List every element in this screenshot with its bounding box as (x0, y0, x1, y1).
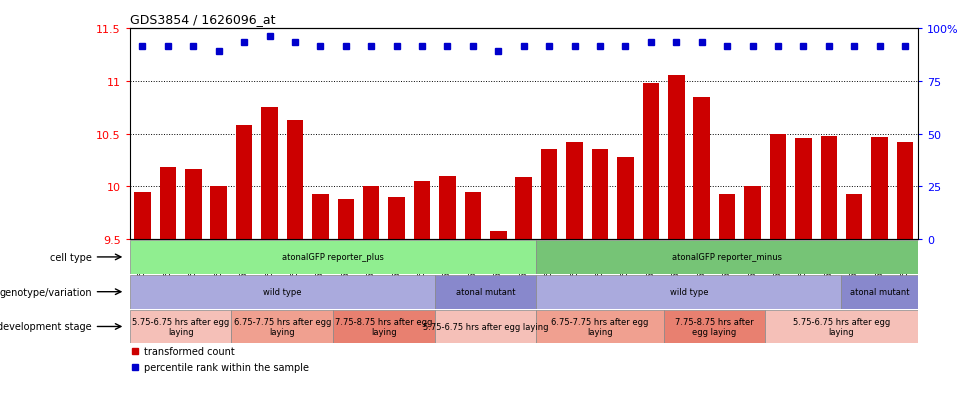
Bar (235, 126, 253, 240)
Bar (592, 150, 608, 240)
Bar (663, 310, 765, 344)
Bar (185, 170, 202, 240)
Bar (795, 138, 812, 240)
Bar (210, 187, 227, 240)
Text: development stage: development stage (0, 322, 92, 332)
Text: atonalGFP reporter_plus: atonalGFP reporter_plus (283, 253, 384, 262)
Bar (617, 157, 633, 240)
Bar (770, 134, 786, 240)
Text: 6.75-7.75 hrs after egg
laying: 6.75-7.75 hrs after egg laying (234, 317, 331, 336)
Text: GDS3854 / 1626096_at: GDS3854 / 1626096_at (130, 13, 275, 26)
Bar (694, 97, 710, 240)
Bar (465, 192, 481, 240)
Bar (872, 138, 888, 240)
Bar (414, 182, 431, 240)
Bar (643, 84, 659, 240)
Text: atonal mutant: atonal mutant (850, 287, 909, 297)
Bar (333, 310, 434, 344)
Text: 5.75-6.75 hrs after egg laying: 5.75-6.75 hrs after egg laying (423, 322, 549, 331)
Bar (515, 178, 532, 240)
Bar (232, 310, 333, 344)
Bar (337, 199, 354, 240)
Bar (160, 168, 176, 240)
Text: 7.75-8.75 hrs after egg
laying: 7.75-8.75 hrs after egg laying (335, 317, 432, 336)
Text: transformed count: transformed count (144, 346, 234, 356)
Bar (744, 187, 761, 240)
Text: percentile rank within the sample: percentile rank within the sample (144, 362, 309, 372)
Bar (130, 240, 536, 274)
Bar (541, 150, 557, 240)
Bar (719, 194, 735, 240)
Bar (846, 194, 862, 240)
Bar (434, 310, 536, 344)
Text: 5.75-6.75 hrs after egg
laying: 5.75-6.75 hrs after egg laying (793, 317, 890, 336)
Text: wild type: wild type (670, 287, 708, 297)
Bar (490, 231, 506, 240)
Bar (312, 194, 329, 240)
Bar (566, 142, 582, 240)
Bar (434, 275, 536, 309)
Bar (135, 192, 151, 240)
Bar (765, 310, 918, 344)
Bar (363, 187, 380, 240)
Bar (536, 240, 918, 274)
Bar (821, 136, 837, 240)
Text: 7.75-8.75 hrs after
egg laying: 7.75-8.75 hrs after egg laying (675, 317, 753, 336)
Bar (388, 197, 405, 240)
Text: atonalGFP reporter_minus: atonalGFP reporter_minus (672, 253, 782, 262)
Bar (842, 275, 918, 309)
Bar (130, 275, 434, 309)
Text: wild type: wild type (263, 287, 302, 297)
Bar (897, 142, 913, 240)
Text: cell type: cell type (50, 252, 92, 262)
Text: 6.75-7.75 hrs after egg
laying: 6.75-7.75 hrs after egg laying (552, 317, 649, 336)
Bar (286, 121, 304, 240)
Text: atonal mutant: atonal mutant (456, 287, 515, 297)
Bar (261, 108, 278, 240)
Text: 5.75-6.75 hrs after egg
laying: 5.75-6.75 hrs after egg laying (132, 317, 230, 336)
Text: genotype/variation: genotype/variation (0, 287, 92, 297)
Bar (439, 176, 456, 240)
Bar (536, 310, 663, 344)
Bar (668, 76, 684, 240)
Bar (130, 310, 232, 344)
Bar (536, 275, 842, 309)
